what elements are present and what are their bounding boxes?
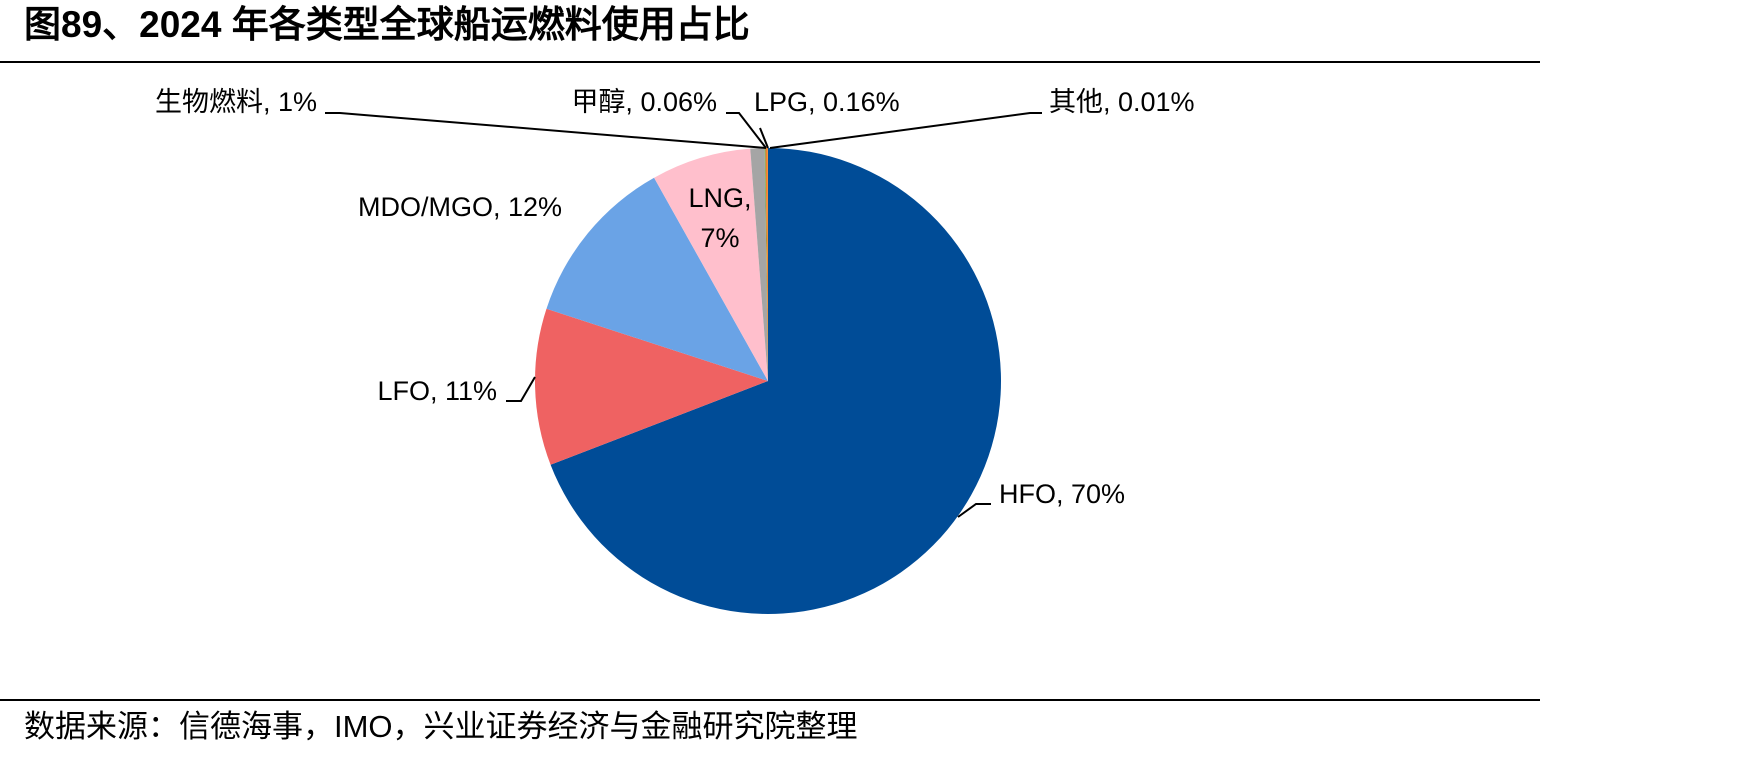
- chart-title: 图89、2024 年各类型全球船运燃料使用占比: [24, 3, 750, 45]
- pie-slice: [765, 148, 768, 381]
- pie-slice: [750, 148, 768, 381]
- pie-slice: [550, 148, 1001, 614]
- pie-slice: [535, 308, 768, 465]
- leader-line: [325, 112, 767, 149]
- leader-line: [957, 503, 991, 518]
- leader-line: [726, 112, 767, 149]
- data-label: 其他, 0.01%: [1049, 87, 1195, 117]
- data-label: LPG, 0.16%: [754, 87, 900, 117]
- leader-line: [759, 127, 769, 149]
- pie-slice: [546, 177, 768, 381]
- data-label: LNG, 7%: [688, 183, 751, 253]
- pie: [535, 148, 1001, 614]
- data-label: 生物燃料, 1%: [155, 87, 317, 117]
- leader-line: [506, 376, 536, 402]
- pie-slice: [764, 148, 768, 381]
- leader-line: [769, 112, 1042, 149]
- data-label: 甲醇, 0.06%: [571, 87, 717, 117]
- data-label: MDO/MGO, 12%: [358, 192, 562, 222]
- source-note: 数据来源：信德海事，IMO，兴业证券经济与金融研究院整理: [24, 709, 858, 744]
- pie-slice: [654, 148, 768, 381]
- data-label: HFO, 70%: [999, 479, 1125, 509]
- data-label: LFO, 11%: [377, 376, 497, 406]
